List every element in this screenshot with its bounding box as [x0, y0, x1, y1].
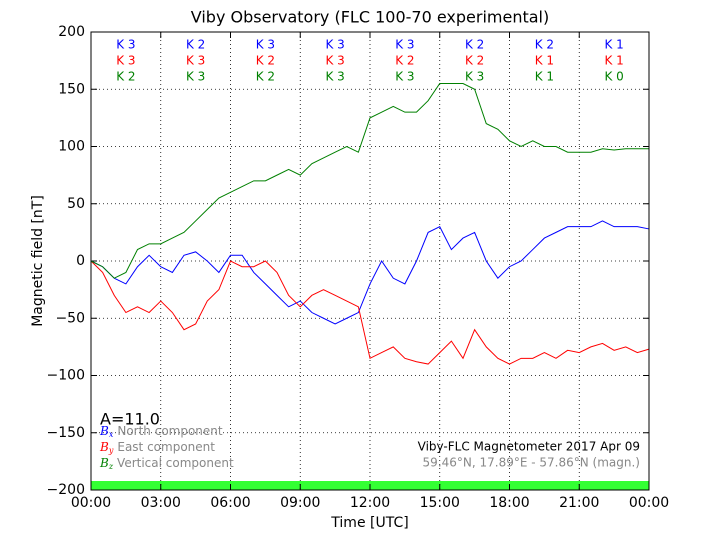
k-index: K 3 — [465, 70, 484, 84]
y-tick-label: 150 — [58, 81, 85, 97]
y-axis-label: Magnetic field [nT] — [30, 195, 46, 327]
y-tick-label: 50 — [67, 196, 85, 212]
k-index: K 1 — [604, 38, 623, 52]
k-index: K 3 — [186, 54, 205, 68]
legend-entry: Bz Vertical component — [99, 456, 234, 472]
x-tick-label: 15:00 — [420, 495, 460, 511]
legend-symbol: B — [99, 440, 109, 454]
plot-frame — [90, 31, 650, 491]
k-index: K 2 — [116, 70, 135, 84]
k-index: K 2 — [256, 54, 275, 68]
k-index: K 3 — [325, 54, 344, 68]
x-tick-label: 09:00 — [280, 495, 320, 511]
x-tick-label: 03:00 — [141, 495, 181, 511]
data-line — [90, 83, 649, 279]
k-index: K 3 — [325, 38, 344, 52]
activity-index: A=11.0 — [100, 410, 160, 429]
y-tick-label: 0 — [76, 253, 85, 269]
k-index: K 3 — [395, 38, 414, 52]
x-tick-label: 06:00 — [210, 495, 250, 511]
legend-entry: Bx North component — [99, 424, 223, 440]
legend-name: North component — [117, 424, 223, 438]
x-axis-label: Time [UTC] — [330, 515, 408, 531]
k-index: K 3 — [395, 70, 414, 84]
k-index: K 1 — [535, 54, 554, 68]
k-index: K 3 — [116, 38, 135, 52]
x-tick-label: 00:00 — [71, 495, 111, 511]
k-index: K 3 — [256, 38, 275, 52]
y-tick-label: −100 — [47, 368, 85, 384]
legend-subscript: z — [108, 462, 114, 471]
x-tick-label: 00:00 — [629, 495, 669, 511]
k-index: K 0 — [604, 70, 623, 84]
k-index: K 2 — [186, 38, 205, 52]
chart-title: Viby Observatory (FLC 100-70 experimenta… — [191, 8, 550, 27]
k-index: K 2 — [256, 70, 275, 84]
x-tick-label: 12:00 — [350, 495, 390, 511]
legend-symbol: B — [99, 424, 109, 438]
y-tick-label: 100 — [58, 139, 85, 155]
legend-name: Vertical component — [117, 456, 234, 470]
k-index: K 2 — [395, 54, 414, 68]
legend-subscript: y — [108, 446, 114, 455]
x-tick-label: 21:00 — [559, 495, 599, 511]
legend-name: East component — [117, 440, 215, 454]
y-tick-label: 200 — [58, 24, 85, 40]
k-index: K 2 — [465, 38, 484, 52]
k-index: K 2 — [465, 54, 484, 68]
data-line — [90, 220, 650, 325]
k-index: K 1 — [604, 54, 623, 68]
k-index: K 3 — [116, 54, 135, 68]
legend-entry: By East component — [99, 440, 215, 456]
x-tick-label: 18:00 — [489, 495, 529, 511]
y-tick-label: −150 — [47, 425, 85, 441]
k-index: K 3 — [325, 70, 344, 84]
footer-title: Viby-FLC Magnetometer 2017 Apr 09 — [418, 440, 640, 454]
legend-symbol: B — [99, 456, 109, 470]
y-tick-label: −200 — [47, 482, 85, 498]
k-index: K 2 — [535, 38, 554, 52]
footer-location: 59.46°N, 17.89°E - 57.86°N (magn.) — [423, 456, 640, 470]
data-line — [90, 260, 650, 365]
legend-subscript: x — [109, 430, 114, 439]
k-index: K 3 — [186, 70, 205, 84]
k-index: K 1 — [535, 70, 554, 84]
y-tick-label: −50 — [55, 310, 85, 326]
